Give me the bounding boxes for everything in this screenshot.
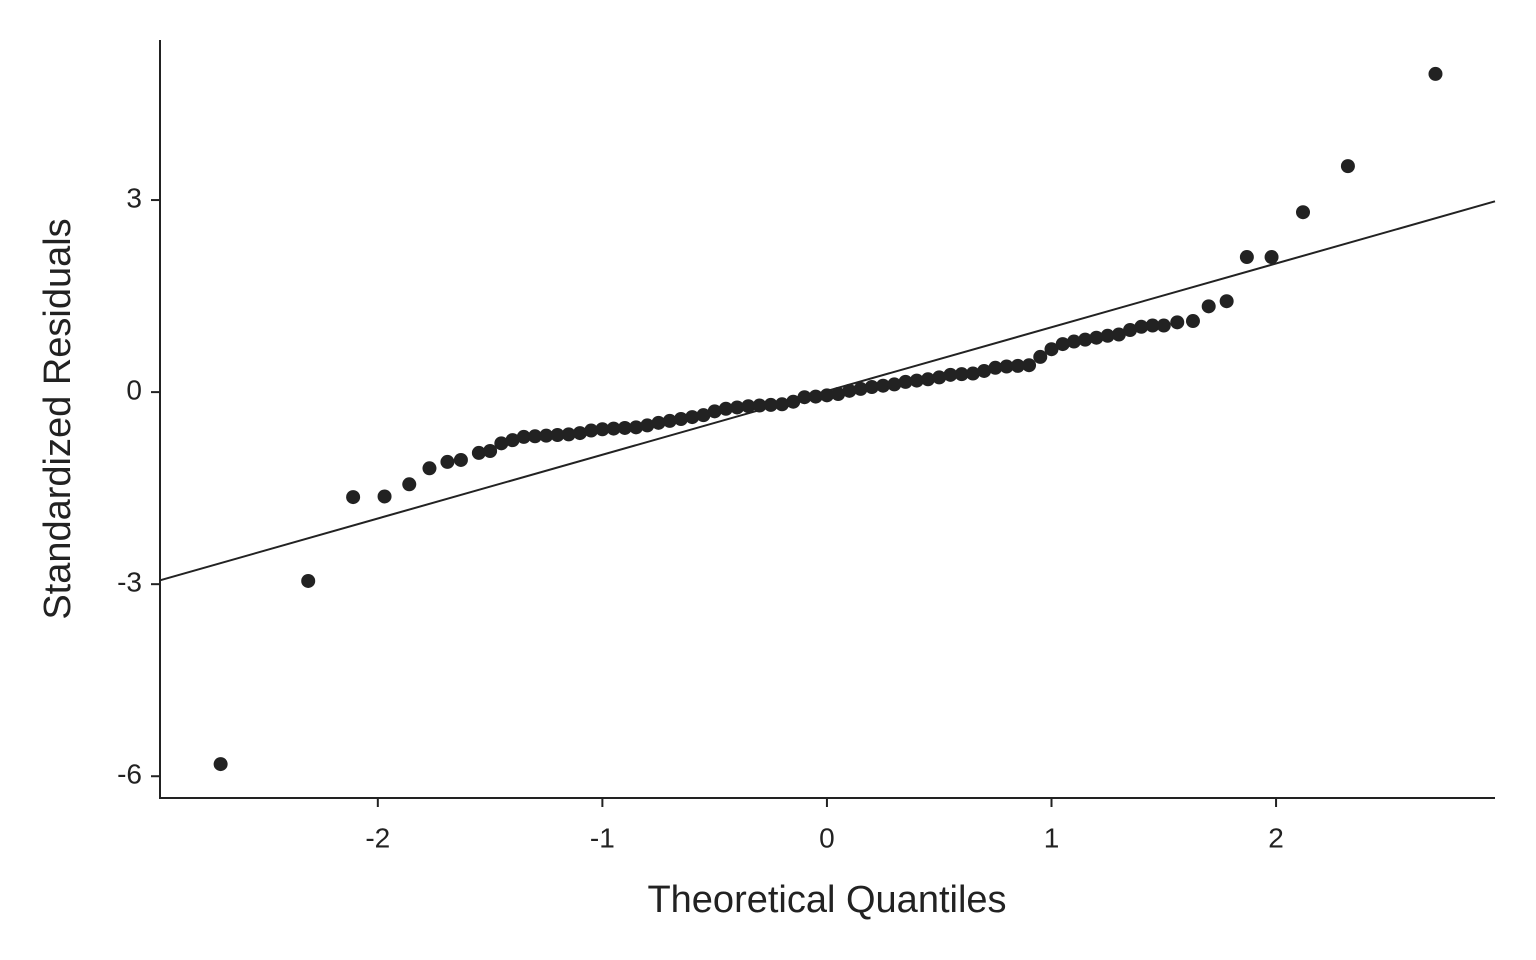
point: [909, 373, 924, 388]
point: [932, 370, 947, 385]
point: [1044, 342, 1059, 357]
point: [422, 461, 437, 476]
point: [346, 490, 361, 505]
point: [572, 426, 587, 441]
point: [1066, 334, 1081, 349]
x-tick-label: 0: [819, 822, 835, 853]
point: [797, 390, 812, 405]
point: [786, 394, 801, 409]
point: [377, 489, 392, 504]
point: [213, 757, 228, 772]
point: [301, 573, 316, 588]
point: [1111, 327, 1126, 342]
point: [876, 378, 891, 393]
point: [640, 418, 655, 433]
point: [1100, 328, 1115, 343]
point: [707, 404, 722, 419]
point: [584, 423, 599, 438]
point: [471, 445, 486, 460]
point: [965, 366, 980, 381]
point: [1078, 332, 1093, 347]
point: [920, 372, 935, 387]
point: [763, 397, 778, 412]
point: [1145, 318, 1160, 333]
y-tick-label: 3: [126, 182, 142, 213]
point: [730, 400, 745, 415]
x-axis-title: Theoretical Quantiles: [647, 879, 1006, 921]
point: [1170, 315, 1185, 330]
point: [752, 398, 767, 413]
point: [1156, 318, 1171, 333]
point: [1340, 159, 1355, 174]
point: [943, 367, 958, 382]
y-axis-title: Standardized Residuals: [37, 218, 79, 619]
point: [898, 374, 913, 389]
point: [1264, 250, 1279, 265]
point: [440, 454, 455, 469]
point: [988, 360, 1003, 375]
point: [1022, 358, 1037, 373]
point: [1428, 66, 1443, 81]
point: [1239, 250, 1254, 265]
point: [561, 427, 576, 442]
point: [673, 412, 688, 426]
point: [629, 420, 644, 435]
point: [1089, 330, 1104, 345]
point: [685, 410, 700, 425]
point: [1185, 314, 1200, 329]
point: [651, 415, 666, 430]
point: [977, 363, 992, 378]
point: [606, 421, 621, 436]
point: [1219, 294, 1234, 309]
point: [1033, 349, 1048, 364]
point: [483, 444, 498, 459]
point: [864, 379, 879, 394]
point: [402, 477, 417, 492]
point: [1123, 323, 1138, 338]
point: [528, 429, 543, 444]
point: [662, 413, 677, 428]
point: [1134, 319, 1149, 334]
point: [741, 399, 756, 414]
point: [696, 408, 711, 423]
point: [808, 389, 823, 404]
point: [999, 359, 1014, 374]
point: [775, 397, 790, 412]
point: [1055, 337, 1070, 352]
x-tick-label: -1: [590, 822, 615, 853]
point: [954, 367, 969, 382]
y-tick-label: -6: [117, 759, 142, 790]
point: [453, 452, 468, 467]
x-tick-label: -2: [365, 822, 390, 853]
point: [550, 428, 565, 443]
point: [617, 420, 632, 435]
x-tick-label: 1: [1044, 822, 1060, 853]
x-tick-label: 2: [1268, 822, 1284, 853]
y-tick-label: 0: [126, 375, 142, 406]
point: [819, 388, 834, 403]
point: [595, 422, 610, 437]
point: [516, 429, 531, 444]
point: [1296, 205, 1311, 220]
point: [831, 387, 846, 402]
point: [539, 428, 554, 443]
point: [887, 377, 902, 392]
point: [842, 383, 857, 398]
point: [853, 381, 868, 396]
y-tick-label: -3: [117, 567, 142, 598]
point: [718, 401, 733, 416]
point: [1201, 299, 1216, 314]
point: [505, 433, 520, 448]
point: [1010, 358, 1025, 373]
point: [494, 436, 509, 451]
